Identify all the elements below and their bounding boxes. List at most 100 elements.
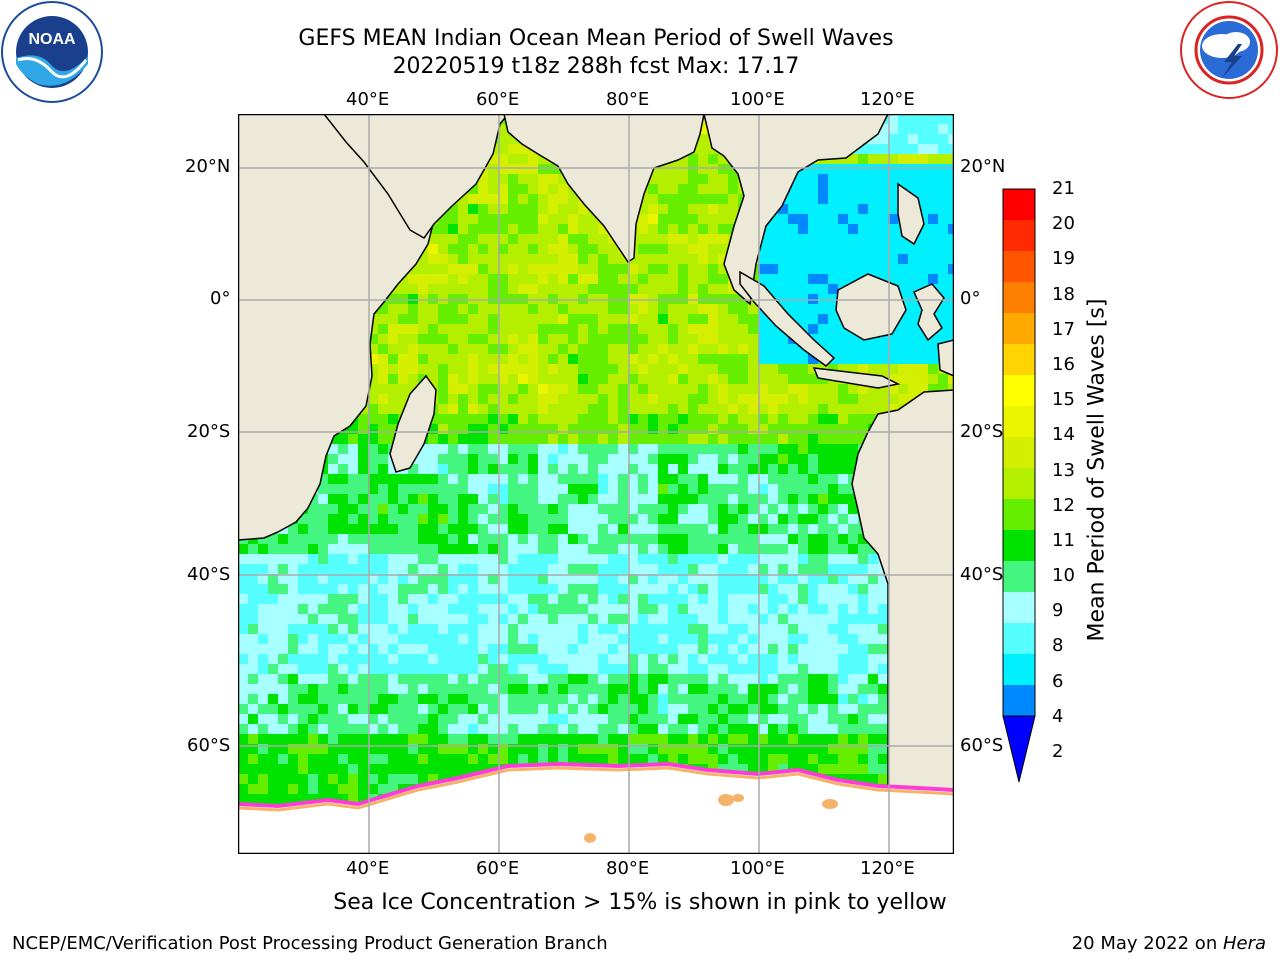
field-cell	[818, 484, 828, 494]
field-cell	[458, 704, 468, 714]
field-cell	[768, 544, 778, 554]
field-cell	[568, 404, 578, 414]
field-cell	[768, 694, 778, 704]
field-cell	[378, 434, 388, 444]
field-cell	[548, 644, 558, 654]
field-cell	[408, 564, 418, 574]
field-cell	[728, 764, 738, 774]
field-cell	[868, 774, 878, 784]
field-cell	[928, 254, 938, 264]
field-cell	[438, 714, 448, 724]
field-cell	[638, 454, 648, 464]
field-cell	[358, 604, 368, 614]
field-cell	[388, 734, 398, 744]
field-cell	[578, 514, 588, 524]
field-cell	[568, 704, 578, 714]
field-cell	[488, 164, 498, 174]
field-cell	[778, 744, 788, 754]
field-cell	[798, 414, 808, 424]
field-cell	[808, 764, 818, 774]
field-cell	[878, 204, 888, 214]
field-cell	[438, 464, 448, 474]
field-cell	[508, 584, 518, 594]
field-cell	[808, 634, 818, 644]
field-cell	[548, 364, 558, 374]
field-cell	[288, 594, 298, 604]
field-cell	[468, 274, 478, 284]
field-cell	[738, 664, 748, 674]
field-cell	[798, 584, 808, 594]
field-cell	[598, 524, 608, 534]
field-cell	[248, 634, 258, 644]
field-cell	[878, 154, 888, 164]
field-cell	[918, 374, 928, 384]
field-cell	[878, 664, 888, 674]
field-cell	[508, 594, 518, 604]
field-cell	[318, 564, 328, 574]
field-cell	[688, 274, 698, 284]
field-cell	[728, 654, 738, 664]
field-cell	[858, 204, 868, 214]
field-cell	[248, 604, 258, 614]
field-cell	[808, 314, 818, 324]
field-cell	[808, 454, 818, 464]
field-cell	[628, 524, 638, 534]
field-cell	[738, 444, 748, 454]
field-cell	[518, 744, 528, 754]
field-cell	[888, 164, 898, 174]
field-cell	[478, 224, 488, 234]
field-cell	[618, 654, 628, 664]
field-cell	[738, 644, 748, 654]
field-cell	[568, 424, 578, 434]
field-cell	[278, 714, 288, 724]
field-cell	[838, 424, 848, 434]
field-cell	[578, 324, 588, 334]
field-cell	[298, 574, 308, 584]
field-cell	[698, 504, 708, 514]
field-cell	[298, 784, 308, 794]
field-cell	[698, 264, 708, 274]
field-cell	[428, 504, 438, 514]
field-cell	[698, 684, 708, 694]
field-cell	[248, 544, 258, 554]
field-cell	[658, 344, 668, 354]
field-cell	[598, 284, 608, 294]
field-cell	[488, 624, 498, 634]
field-cell	[408, 664, 418, 674]
field-cell	[888, 234, 898, 244]
field-cell	[608, 654, 618, 664]
field-cell	[408, 714, 418, 724]
field-cell	[748, 414, 758, 424]
field-cell	[718, 344, 728, 354]
field-cell	[498, 284, 508, 294]
field-cell	[688, 564, 698, 574]
field-cell	[428, 374, 438, 384]
field-cell	[708, 404, 718, 414]
field-cell	[448, 434, 458, 444]
field-cell	[628, 554, 638, 564]
field-cell	[778, 704, 788, 714]
field-cell	[508, 314, 518, 324]
field-cell	[828, 304, 838, 314]
field-cell	[568, 494, 578, 504]
field-cell	[808, 644, 818, 654]
field-cell	[848, 574, 858, 584]
field-cell	[388, 744, 398, 754]
field-cell	[488, 344, 498, 354]
field-cell	[578, 394, 588, 404]
field-cell	[398, 674, 408, 684]
field-cell	[398, 494, 408, 504]
field-cell	[308, 714, 318, 724]
field-cell	[388, 664, 398, 674]
field-cell	[668, 754, 678, 764]
field-cell	[788, 254, 798, 264]
field-cell	[808, 304, 818, 314]
field-cell	[468, 294, 478, 304]
field-cell	[498, 684, 508, 694]
field-cell	[718, 484, 728, 494]
field-cell	[398, 504, 408, 514]
field-cell	[848, 524, 858, 534]
field-cell	[698, 124, 708, 134]
field-cell	[738, 604, 748, 614]
field-cell	[588, 514, 598, 524]
